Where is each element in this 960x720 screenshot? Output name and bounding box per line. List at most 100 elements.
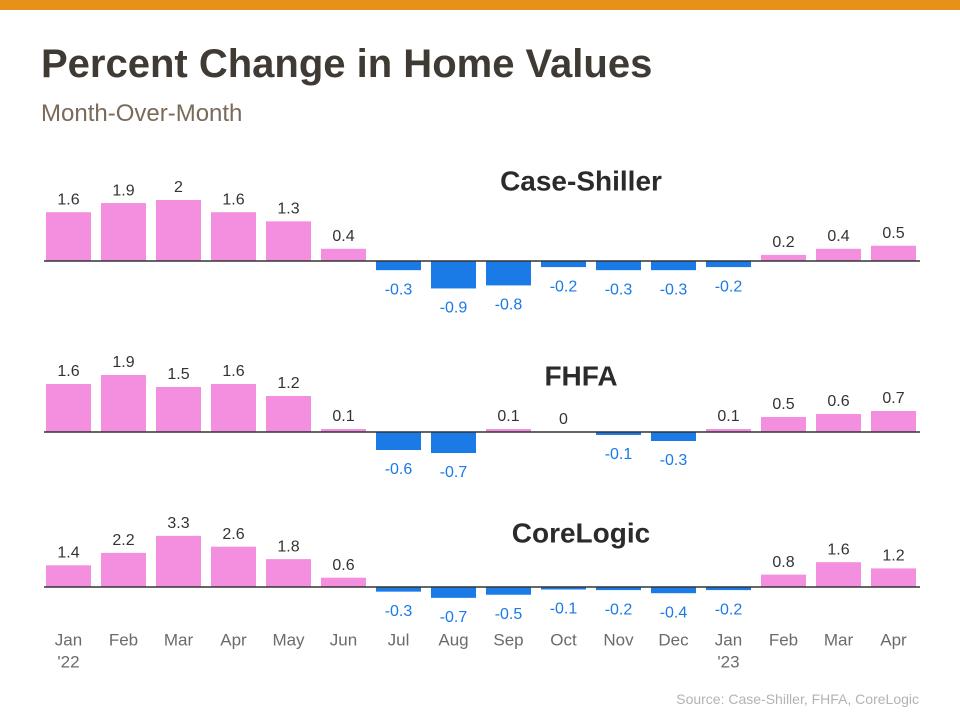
bar bbox=[156, 200, 201, 261]
data-label: 0.4 bbox=[827, 228, 849, 245]
x-tick-label: '22 bbox=[57, 652, 79, 671]
data-label: 0.7 bbox=[882, 390, 904, 407]
bar bbox=[541, 261, 586, 268]
bar bbox=[46, 212, 91, 261]
bar bbox=[376, 261, 421, 271]
x-tick-label: Apr bbox=[220, 630, 247, 649]
x-tick-label: Jul bbox=[388, 630, 410, 649]
bar bbox=[211, 546, 256, 587]
x-tick-label: May bbox=[272, 630, 305, 649]
data-label: 1.9 bbox=[112, 354, 134, 371]
x-tick-label: Jun bbox=[330, 630, 357, 649]
series-label: CoreLogic bbox=[512, 517, 650, 548]
bar bbox=[431, 432, 476, 453]
x-tick-label: Mar bbox=[164, 630, 194, 649]
bar bbox=[376, 587, 421, 592]
data-label: 0.1 bbox=[497, 408, 519, 425]
data-label: -0.8 bbox=[495, 297, 523, 314]
data-label: -0.1 bbox=[605, 446, 633, 463]
bar bbox=[596, 587, 641, 591]
bar bbox=[651, 261, 696, 271]
bar bbox=[211, 212, 256, 261]
bar bbox=[156, 387, 201, 432]
data-label: -0.2 bbox=[550, 278, 578, 295]
bar bbox=[816, 248, 861, 261]
bar bbox=[101, 375, 146, 432]
data-label: 2 bbox=[174, 179, 183, 196]
data-label: 1.5 bbox=[167, 366, 189, 383]
data-label: 0.8 bbox=[772, 554, 794, 571]
series-label: FHFA bbox=[544, 360, 617, 391]
bar bbox=[211, 384, 256, 432]
bar bbox=[871, 411, 916, 432]
page-subtitle: Month-Over-Month bbox=[41, 100, 243, 127]
bar bbox=[651, 587, 696, 594]
bar bbox=[321, 577, 366, 587]
bar bbox=[706, 429, 751, 432]
data-label: 1.2 bbox=[277, 375, 299, 392]
bar bbox=[486, 261, 531, 286]
bar bbox=[651, 432, 696, 441]
data-label: 0.1 bbox=[332, 408, 354, 425]
x-tick-label: '23 bbox=[717, 652, 739, 671]
data-label: -0.5 bbox=[495, 606, 523, 623]
bar bbox=[321, 248, 366, 261]
data-label: 1.6 bbox=[827, 541, 849, 558]
data-label: -0.3 bbox=[385, 603, 413, 620]
data-label: 0.4 bbox=[332, 228, 354, 245]
data-label: 0 bbox=[559, 411, 568, 428]
x-tick-label: Feb bbox=[769, 630, 798, 649]
bar bbox=[321, 429, 366, 432]
bar bbox=[816, 562, 861, 587]
data-label: -0.7 bbox=[440, 609, 468, 626]
data-label: -0.9 bbox=[440, 300, 468, 317]
bar bbox=[706, 261, 751, 268]
data-label: 0.6 bbox=[332, 557, 354, 574]
data-label: -0.6 bbox=[385, 461, 413, 478]
data-label: -0.2 bbox=[715, 601, 743, 618]
bar bbox=[706, 587, 751, 591]
bar bbox=[761, 254, 806, 261]
x-tick-label: Oct bbox=[550, 630, 577, 649]
data-label: 2.2 bbox=[112, 532, 134, 549]
data-label: -0.1 bbox=[550, 601, 578, 618]
bar bbox=[46, 384, 91, 432]
data-label: -0.3 bbox=[660, 452, 688, 469]
x-tick-label: Aug bbox=[438, 630, 468, 649]
data-label: 1.9 bbox=[112, 182, 134, 199]
data-label: -0.3 bbox=[605, 281, 633, 298]
bar bbox=[596, 432, 641, 435]
data-label: 1.6 bbox=[222, 191, 244, 208]
x-tick-label: Jan bbox=[715, 630, 742, 649]
data-label: 0.6 bbox=[827, 393, 849, 410]
data-label: 0.5 bbox=[882, 225, 904, 242]
data-label: -0.4 bbox=[660, 604, 688, 621]
x-tick-label: Sep bbox=[493, 630, 523, 649]
data-label: 1.8 bbox=[277, 538, 299, 555]
bar bbox=[266, 221, 311, 261]
bar bbox=[431, 261, 476, 289]
bar bbox=[871, 245, 916, 261]
data-label: 3.3 bbox=[167, 515, 189, 532]
x-tick-label: Jan bbox=[55, 630, 82, 649]
series-label: Case-Shiller bbox=[500, 165, 662, 196]
data-label: 1.6 bbox=[222, 363, 244, 380]
x-tick-label: Dec bbox=[658, 630, 689, 649]
data-label: 1.6 bbox=[57, 363, 79, 380]
bar bbox=[266, 559, 311, 587]
bar bbox=[486, 429, 531, 432]
bar bbox=[816, 414, 861, 432]
bar bbox=[871, 568, 916, 587]
x-tick-label: Feb bbox=[109, 630, 138, 649]
data-label: 1.6 bbox=[57, 191, 79, 208]
bar bbox=[46, 565, 91, 587]
bar bbox=[376, 432, 421, 450]
top-accent-bar bbox=[0, 0, 960, 10]
data-label: 0.2 bbox=[772, 234, 794, 251]
page-title: Percent Change in Home Values bbox=[41, 42, 653, 86]
x-tick-label: Apr bbox=[880, 630, 907, 649]
x-tick-label: Mar bbox=[824, 630, 854, 649]
data-label: 1.4 bbox=[57, 545, 79, 562]
data-label: -0.3 bbox=[385, 281, 413, 298]
